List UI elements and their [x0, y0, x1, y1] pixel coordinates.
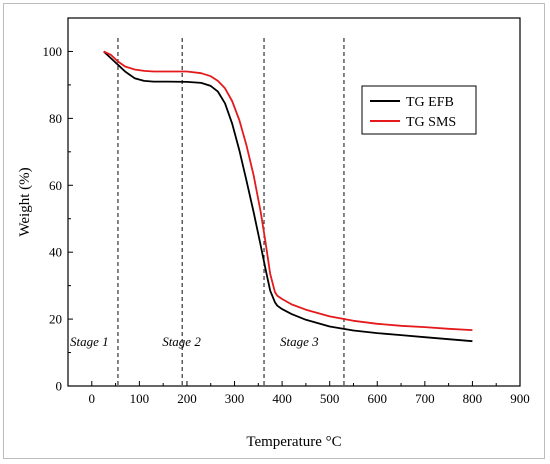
axis-labels: Temperature °C Weight (%)	[17, 167, 342, 450]
stage-label: Stage 1	[70, 334, 109, 349]
x-tick-label: 800	[463, 391, 483, 406]
y-tick-label: 40	[49, 245, 62, 260]
stage-label: Stage 2	[162, 334, 201, 349]
figure-frame	[3, 3, 545, 459]
x-tick-label: 400	[272, 391, 292, 406]
stage-label: Stage 3	[280, 334, 319, 349]
y-tick-label: 80	[49, 111, 62, 126]
legend-box	[361, 85, 477, 135]
x-tick-label: 700	[415, 391, 435, 406]
series-layer	[103, 50, 473, 343]
y-tick-label: 0	[56, 379, 63, 394]
series-line-tg-efb	[103, 50, 473, 343]
y-axis-label: Weight (%)	[17, 167, 33, 236]
x-axis-label: Temperature °C	[246, 434, 341, 450]
x-tick-label: 300	[225, 391, 245, 406]
x-tick-label: 600	[368, 391, 388, 406]
y-tick-label: 20	[49, 312, 62, 327]
y-tick-label: 60	[49, 178, 62, 193]
x-tick-label: 0	[89, 391, 96, 406]
x-tick-label: 100	[130, 391, 150, 406]
plot-area-border	[67, 17, 521, 387]
legend: TG EFB TG SMS	[361, 85, 477, 135]
stage-dividers: Stage 1 Stage 2 Stage 3	[70, 38, 345, 386]
series-line-tg-sms	[103, 50, 473, 331]
y-tick-label: 100	[43, 44, 63, 59]
x-tick-label: 500	[320, 391, 340, 406]
x-tick-label: 900	[510, 391, 530, 406]
legend-label: TG EFB	[406, 95, 454, 110]
legend-label: TG SMS	[406, 115, 456, 130]
x-tick-label: 200	[177, 391, 197, 406]
axes: 0 100 200 300 400 500 600 700 800 900 0 20 40 60 80 100	[43, 17, 530, 406]
